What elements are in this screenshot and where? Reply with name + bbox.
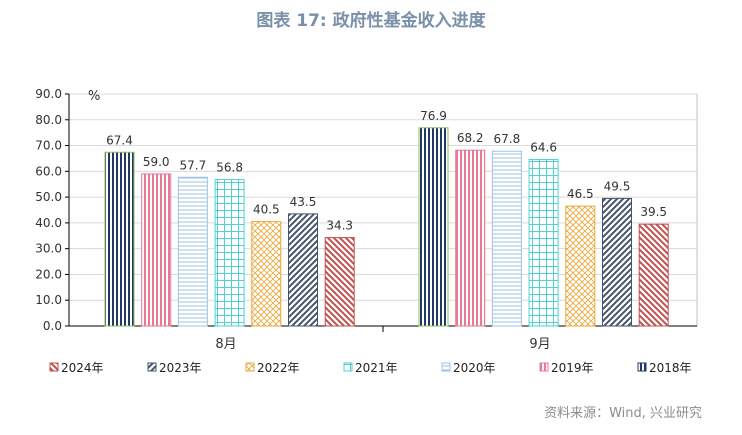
bar-chart: 0.0 10.0 20.0 30.0 40.0 50.0 60.0 70.0 80.0 90.0%…: [35, 87, 698, 375]
y-tick-label: 80.0: [35, 113, 62, 127]
legend-swatch: [49, 362, 59, 372]
legend-item: 2024年: [49, 361, 104, 375]
legend-label: 2021年: [355, 361, 398, 375]
legend-swatch: [539, 362, 549, 372]
data-label: 68.2: [457, 131, 484, 145]
bar-2022年-9月: [565, 205, 596, 327]
legend-label: 2023年: [159, 361, 202, 375]
bar-2019年-8月: [141, 173, 172, 327]
legend-label: 2024年: [61, 361, 104, 375]
y-tick-label: 30.0: [35, 242, 62, 256]
bar-2024年-9月: [638, 223, 669, 327]
x-tick-label: 8月: [215, 337, 236, 352]
legend-item: 2021年: [343, 361, 398, 375]
data-label: 49.5: [604, 179, 631, 193]
bar-2023年-9月: [602, 197, 632, 327]
legend-item: 2022年: [245, 361, 300, 375]
y-tick-label: 50.0: [35, 190, 62, 204]
y-tick-label: 0.0: [43, 319, 62, 333]
data-label: 46.5: [567, 187, 594, 201]
legend-label: 2022年: [257, 361, 300, 375]
bar-2024年-8月: [324, 237, 355, 327]
legend-item: 2018年: [637, 361, 692, 375]
y-tick-label: 90.0: [35, 87, 62, 101]
bar-2021年-9月: [528, 158, 559, 327]
y-tick-label: 20.0: [35, 267, 62, 281]
legend-swatch: [343, 362, 353, 372]
legend-label: 2020年: [453, 361, 496, 375]
bar-2018年-9月: [418, 127, 449, 327]
source-note: 资料来源：Wind, 兴业研究: [544, 406, 702, 421]
bar-2020年-9月: [491, 150, 522, 327]
bar-2023年-8月: [288, 213, 318, 327]
data-label: 34.3: [326, 219, 353, 233]
legend-item: 2019年: [539, 361, 594, 375]
data-label: 64.6: [530, 140, 557, 154]
bar-2020年-8月: [177, 176, 208, 327]
legend-label: 2019年: [551, 361, 594, 375]
y-tick-label: 70.0: [35, 139, 62, 153]
legend-item: 2023年: [147, 361, 202, 375]
legend-label: 2018年: [649, 361, 692, 375]
data-label: 76.9: [420, 109, 447, 123]
y-tick-label: 40.0: [35, 216, 62, 230]
data-label: 59.0: [143, 155, 170, 169]
legend-swatch: [245, 362, 255, 372]
y-tick-label: 60.0: [35, 164, 62, 178]
bar-2022年-8月: [251, 221, 282, 327]
data-label: 57.7: [180, 158, 207, 172]
legend-swatch: [441, 362, 451, 372]
data-label: 67.4: [106, 133, 133, 147]
data-label: 43.5: [290, 195, 317, 209]
data-label: 56.8: [216, 161, 243, 175]
x-tick-label: 9月: [529, 337, 550, 352]
chart-title: 图表 17: 政府性基金收入进度: [256, 11, 486, 31]
legend-swatch: [637, 362, 647, 372]
bar-2019年-9月: [455, 149, 486, 327]
data-label: 39.5: [640, 205, 667, 219]
data-label: 40.5: [253, 203, 280, 217]
y-axis-unit: %: [88, 89, 100, 104]
data-label: 67.8: [494, 132, 521, 146]
y-tick-label: 10.0: [35, 293, 62, 307]
legend-item: 2020年: [441, 361, 496, 375]
bar-2018年-8月: [104, 151, 135, 327]
legend-swatch: [147, 362, 157, 372]
bar-2021年-8月: [214, 179, 245, 327]
